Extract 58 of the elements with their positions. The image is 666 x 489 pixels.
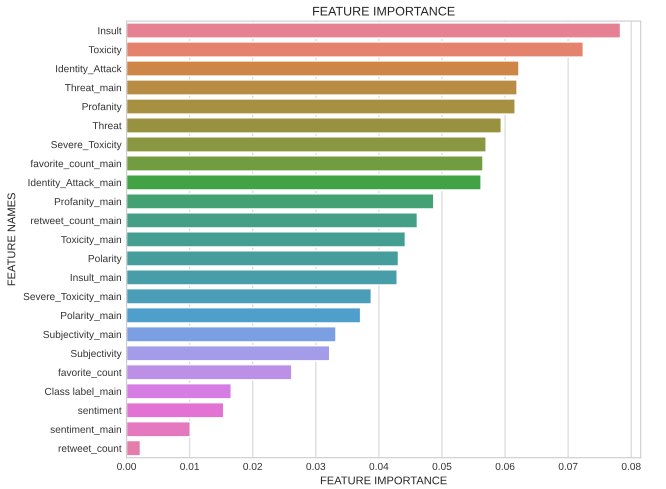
- bar: [126, 440, 142, 456]
- x-tick-label: 0.00: [117, 462, 136, 470]
- y-tick-label: Insult_main: [70, 274, 122, 284]
- bar: [126, 402, 224, 419]
- y-tick-label: Threat: [92, 122, 122, 130]
- y-tick-label: Severe_Toxicity_main: [24, 292, 122, 302]
- x-tick-label: 0.02: [243, 462, 262, 470]
- y-tick-label: Severe_Toxicity: [51, 140, 122, 150]
- y-tick-label: favorite_count_main: [30, 160, 122, 170]
- y-axis-title: FEATURE NAMES: [7, 193, 16, 286]
- y-tick-label: Identity_Attack: [56, 64, 122, 74]
- y-tick-label: Polarity_main: [61, 312, 122, 322]
- y-tick-label: retweet_count: [58, 445, 122, 454]
- x-tick-label: 0.07: [558, 462, 578, 470]
- bar: [126, 136, 487, 153]
- y-tick-label: sentiment_main: [50, 426, 122, 435]
- bar: [126, 212, 418, 229]
- x-tick-label: 0.08: [622, 462, 641, 470]
- bar: [126, 364, 293, 381]
- bar: [126, 98, 516, 115]
- bar: [126, 79, 518, 96]
- y-tick-label: Insult: [98, 26, 122, 34]
- x-tick-label: 0.06: [496, 462, 514, 470]
- x-tick-label: 0.03: [306, 462, 326, 470]
- y-tick-label: Toxicity: [88, 46, 122, 56]
- bar: [126, 193, 434, 210]
- bar: [126, 250, 400, 267]
- y-tick-label: retweet_count_main: [31, 216, 122, 226]
- x-tick-label: 0.05: [432, 462, 452, 470]
- y-tick-label: Profanity_main: [54, 198, 122, 208]
- y-tick-label: sentiment: [78, 406, 122, 414]
- bar: [126, 382, 232, 400]
- bar: [126, 60, 520, 77]
- y-tick-label: Threat_main: [64, 84, 122, 94]
- bar: [126, 174, 482, 191]
- bar: [126, 420, 191, 438]
- bar: [126, 326, 337, 343]
- bar: [126, 288, 372, 305]
- chart-title: FEATURE IMPORTANCE: [313, 6, 455, 16]
- y-tick-label: Polarity: [88, 254, 122, 264]
- bar: [126, 231, 406, 248]
- y-tick-label: Subjectivity: [70, 350, 122, 360]
- y-tick-label: Toxicity_main: [61, 236, 122, 246]
- y-tick-label: Identity_Attack_main: [28, 178, 122, 188]
- bar: [126, 155, 484, 172]
- x-axis-title: FEATURE IMPORTANCE: [320, 476, 447, 484]
- bar: [126, 41, 584, 58]
- y-tick-label: Profanity: [82, 102, 122, 112]
- bar: [126, 269, 398, 286]
- bar: [126, 344, 330, 362]
- x-tick-label: 0.01: [180, 462, 199, 470]
- bar: [126, 22, 622, 39]
- y-tick-label: favorite_count: [58, 368, 122, 378]
- y-tick-label: Class label_main: [44, 388, 122, 397]
- y-tick-label: Subjectivity_main: [43, 330, 122, 340]
- bar: [126, 117, 502, 134]
- x-tick-label: 0.04: [369, 462, 388, 470]
- bar: [126, 307, 362, 324]
